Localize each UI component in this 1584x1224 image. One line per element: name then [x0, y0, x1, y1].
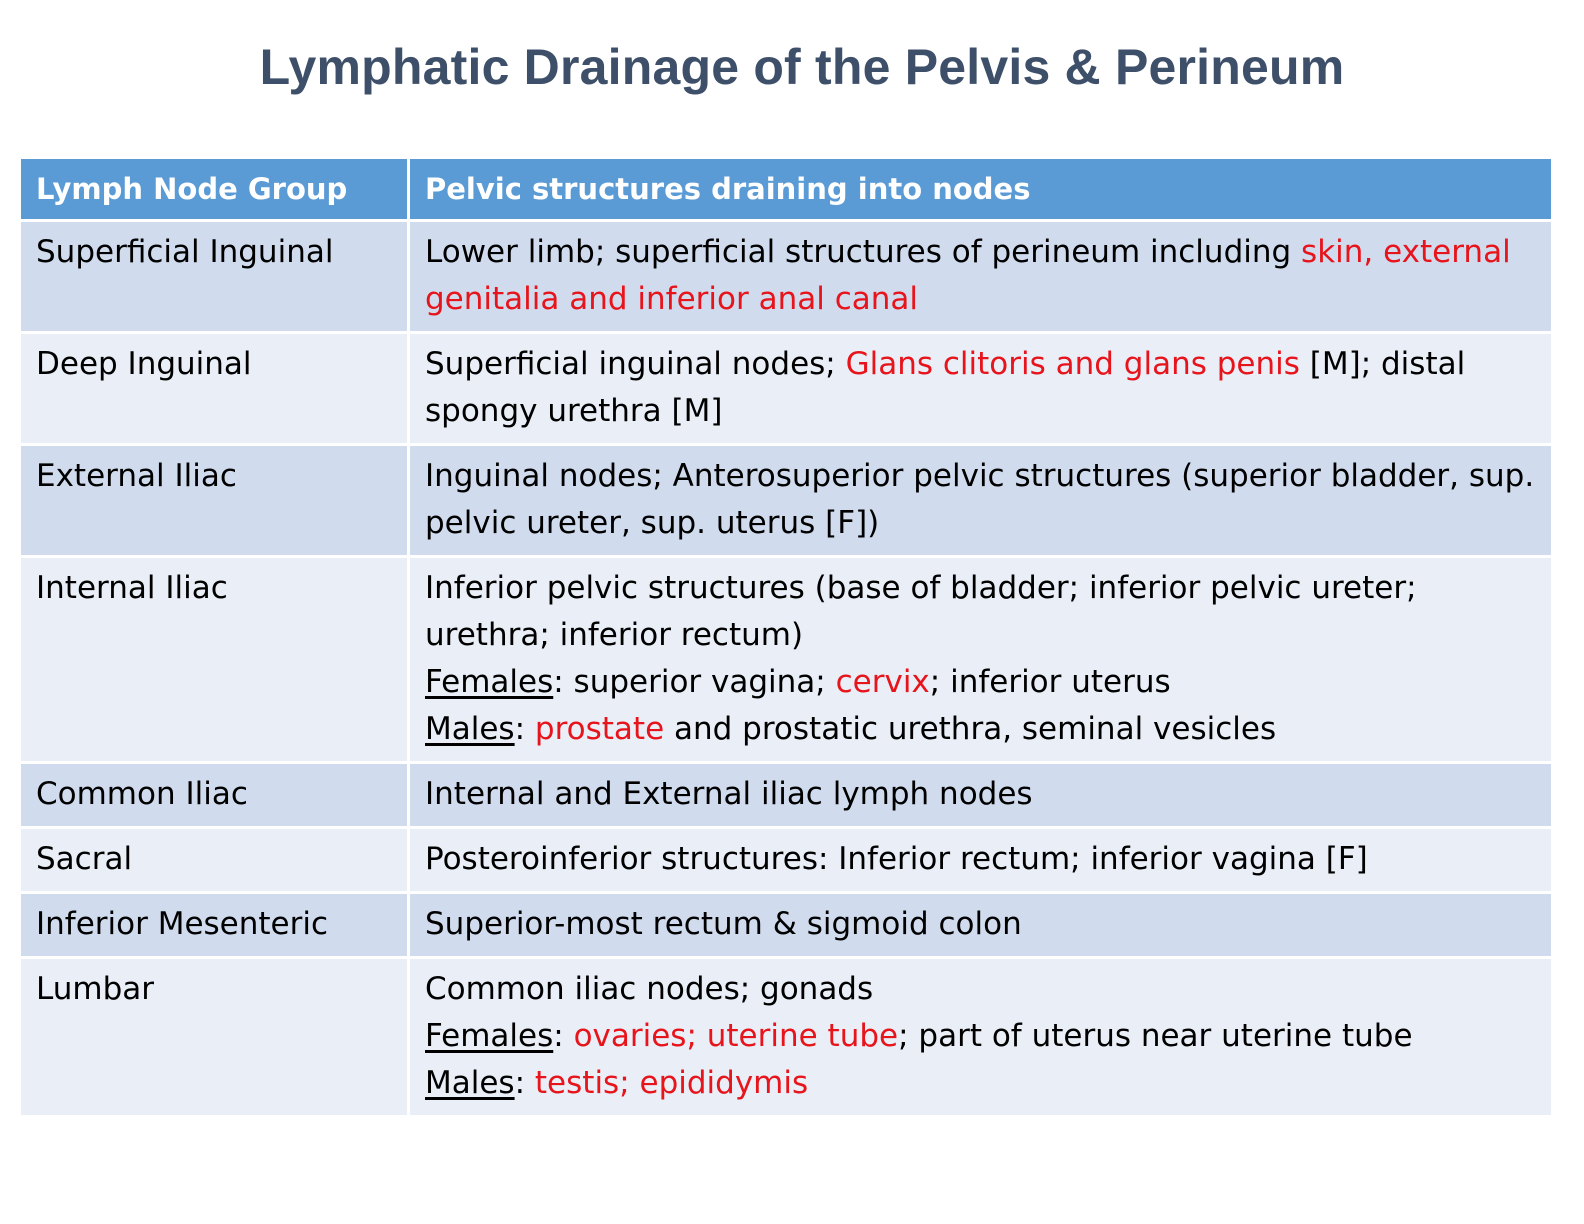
structures-text: Posteroinferior structures: Inferior rec…: [425, 841, 1368, 877]
lymph-drainage-table: Lymph Node Group Pelvic structures drain…: [21, 159, 1551, 1118]
group-cell: Common Iliac: [21, 764, 407, 829]
header-pelvic-structures: Pelvic structures draining into nodes: [407, 159, 1551, 222]
structures-text: :: [553, 1018, 574, 1054]
group-cell: Lumbar: [21, 959, 407, 1118]
table-row: Deep Inguinal Superficial inguinal nodes…: [21, 334, 1551, 446]
group-cell: Deep Inguinal: [21, 334, 407, 446]
group-cell: Sacral: [21, 829, 407, 894]
structures-text: Superficial inguinal nodes;: [425, 346, 846, 382]
group-cell: Inferior Mesenteric: [21, 894, 407, 959]
table-row: Sacral Posteroinferior structures: Infer…: [21, 829, 1551, 894]
structures-cell: Internal and External iliac lymph nodes: [407, 764, 1551, 829]
structures-text: :: [514, 1065, 535, 1101]
females-line: Females: ovaries; uterine tube; part of …: [425, 1013, 1537, 1060]
structures-cell: Superficial inguinal nodes; Glans clitor…: [407, 334, 1551, 446]
structures-text: Common iliac nodes; gonads: [425, 971, 874, 1007]
structures-text: ; part of uterus near uterine tube: [898, 1018, 1413, 1054]
highlight-text: Glans clitoris and glans penis: [845, 346, 1300, 382]
highlight-text: testis; epididymis: [534, 1065, 809, 1101]
structures-cell: Inferior pelvic structures (base of blad…: [407, 558, 1551, 764]
structures-text: ; inferior uterus: [929, 664, 1171, 700]
females-line: Females: superior vagina; cervix; inferi…: [425, 659, 1537, 706]
structures-cell: Posteroinferior structures: Inferior rec…: [407, 829, 1551, 894]
males-line: Males: prostate and prostatic urethra, s…: [425, 706, 1537, 753]
group-cell: External Iliac: [21, 446, 407, 558]
table-row: Lumbar Common iliac nodes; gonads Female…: [21, 959, 1551, 1118]
structures-text: Lower limb; superficial structures of pe…: [425, 234, 1302, 270]
structures-text: Inguinal nodes; Anterosuperior pelvic st…: [425, 458, 1535, 541]
group-cell: Internal Iliac: [21, 558, 407, 764]
table-row: Common Iliac Internal and External iliac…: [21, 764, 1551, 829]
structures-cell: Common iliac nodes; gonads Females: ovar…: [407, 959, 1551, 1118]
females-label: Females: [425, 1018, 554, 1054]
structures-text: Internal and External iliac lymph nodes: [425, 776, 1033, 812]
males-label: Males: [425, 711, 515, 747]
structures-cell: Inguinal nodes; Anterosuperior pelvic st…: [407, 446, 1551, 558]
table-row: Superficial Inguinal Lower limb; superfi…: [21, 222, 1551, 334]
header-lymph-node-group: Lymph Node Group: [21, 159, 407, 222]
females-label: Females: [425, 664, 554, 700]
males-line: Males: testis; epididymis: [425, 1060, 1537, 1107]
table-row: Inferior Mesenteric Superior-most rectum…: [21, 894, 1551, 959]
highlight-text: prostate: [534, 711, 665, 747]
males-label: Males: [425, 1065, 515, 1101]
highlight-text: cervix: [835, 664, 930, 700]
structures-cell: Superior-most rectum & sigmoid colon: [407, 894, 1551, 959]
structures-text: Inferior pelvic structures (base of blad…: [425, 570, 1417, 653]
structures-cell: Lower limb; superficial structures of pe…: [407, 222, 1551, 334]
highlight-text: skin, external genitalia and inferior an…: [425, 234, 1511, 317]
structures-text: [M]; distal spongy urethra [M]: [425, 346, 1466, 429]
structures-text: Superior-most rectum & sigmoid colon: [425, 906, 1022, 942]
table-row: Internal Iliac Inferior pelvic structure…: [21, 558, 1551, 764]
slide-title: Lymphatic Drainage of the Pelvis & Perin…: [259, 39, 1345, 95]
table-header-row: Lymph Node Group Pelvic structures drain…: [21, 159, 1551, 222]
structures-text: :: [514, 711, 535, 747]
structures-text: : superior vagina;: [553, 664, 836, 700]
structures-text: and prostatic urethra, seminal vesicles: [664, 711, 1277, 747]
table-row: External Iliac Inguinal nodes; Anterosup…: [21, 446, 1551, 558]
group-cell: Superficial Inguinal: [21, 222, 407, 334]
highlight-text: ovaries; uterine tube: [573, 1018, 899, 1054]
